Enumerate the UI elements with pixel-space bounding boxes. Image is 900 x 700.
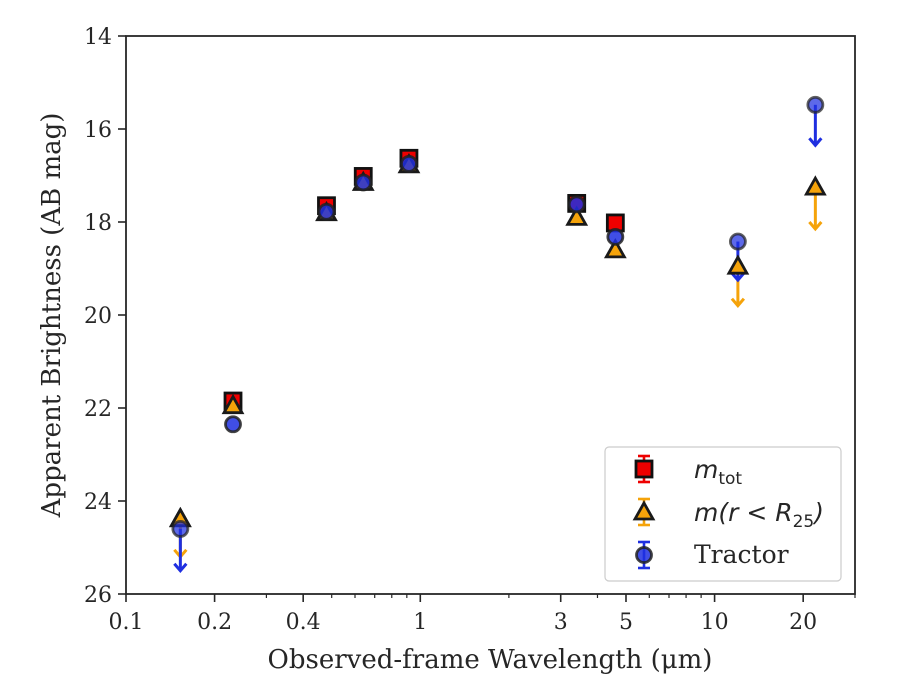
x-tick-label: 10: [701, 610, 729, 635]
y-tick-label: 14: [84, 25, 112, 50]
data-point: [400, 154, 418, 173]
limit-point: [803, 175, 827, 196]
legend-mr25-close: ): [812, 498, 824, 527]
limit-point: [171, 520, 190, 538]
limit-point: [726, 254, 750, 275]
legend-box: [604, 446, 842, 582]
legend-marker-1: [632, 500, 656, 521]
y-tick-label: 24: [84, 490, 112, 515]
data-point: [317, 202, 336, 221]
limit-point: [728, 232, 747, 251]
x-tick-label: 1: [413, 610, 427, 635]
legend-label-mr25: m(r < R25): [694, 498, 824, 532]
x-tick-label: 0.4: [286, 610, 321, 635]
data-point: [567, 195, 586, 214]
legend-markers: [632, 454, 656, 570]
y-tick-label: 16: [84, 118, 112, 143]
x-tick-label: 3: [554, 610, 568, 635]
x-tick-label: 20: [789, 610, 817, 635]
x-tick-label: 0.1: [109, 610, 144, 635]
legend-mtot-sub: tot: [718, 469, 742, 489]
data-point: [606, 227, 625, 246]
legend: mtot m(r < R25) Tractor: [604, 446, 842, 582]
y-tick-label: 26: [84, 583, 112, 608]
y-tick-label: 18: [84, 211, 112, 236]
y-axis-ticks: 14 16 18 20 22 24 26: [84, 25, 126, 608]
data-point: [603, 238, 627, 259]
upper-limit-arrowhead: [173, 562, 188, 574]
plot-layer: [168, 95, 827, 574]
y-tick-label: 20: [84, 304, 112, 329]
legend-mtot-main: m: [694, 455, 718, 484]
data-point: [565, 205, 589, 226]
legend-label-tractor: Tractor: [694, 540, 789, 569]
series-0-points: [223, 148, 625, 411]
y-axis-label: Apparent Brightness (AB mag): [37, 113, 67, 519]
y-tick-label: 22: [84, 397, 112, 422]
data-point: [221, 393, 245, 415]
x-tick-label: 0.2: [197, 610, 232, 635]
legend-marker-2: [635, 546, 653, 564]
upper-limit-arrowhead: [730, 297, 746, 309]
series-2-points: [171, 95, 825, 538]
legend-mr25-main: m(r < R: [694, 498, 793, 527]
x-axis-ticks: 0.1 0.2 0.4 1 3 5 10 20: [109, 594, 856, 635]
upper-limit-arrowhead: [808, 220, 823, 232]
legend-mr25-sub: 25: [793, 512, 815, 532]
legend-marker-0: [634, 459, 654, 479]
data-point: [224, 415, 242, 434]
legend-label-mtot: mtot: [694, 455, 742, 489]
limit-point: [806, 95, 825, 114]
upper-limit-arrowhead: [808, 137, 823, 148]
upper-limit-arrowhead: [730, 272, 746, 283]
x-axis-label: Observed-frame Wavelength (μm): [268, 645, 713, 675]
x-tick-label: 5: [619, 610, 633, 635]
data-point: [354, 173, 373, 192]
